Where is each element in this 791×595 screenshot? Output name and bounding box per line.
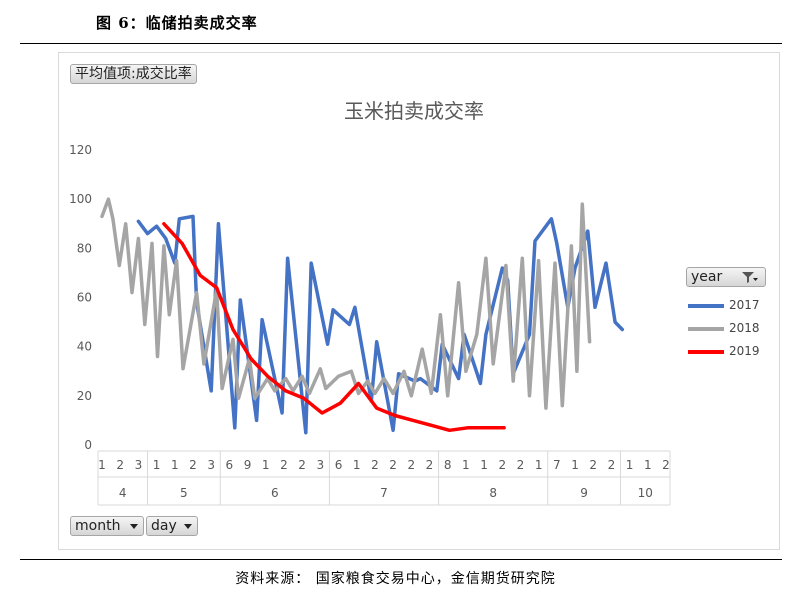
x-axis: 1 2 3 1 1 2 3 6 9 1 2 2 3 6 1 2 2 2 2 8 1 1 2 2 1 7 1 2 2 1 1 24 5 6 7 8 9 10 — [97, 450, 671, 506]
value-field-label: 平均值项:成交比率 — [75, 66, 192, 82]
series-lines — [100, 197, 625, 435]
x-tick-label: 2 — [498, 458, 506, 472]
month-label: 7 — [380, 486, 388, 500]
x-tick-label: 6 — [335, 458, 343, 472]
series-line-2019 — [162, 222, 506, 433]
x-tick-label: 1 — [535, 458, 543, 472]
top-rule — [20, 43, 782, 44]
month-label: 4 — [119, 486, 127, 500]
month-label: 8 — [489, 486, 497, 500]
month-label: 10 — [638, 486, 653, 500]
x-tick-label: 8 — [444, 458, 452, 472]
legend-label: 2017 — [729, 298, 760, 312]
x-tick-label: 1 — [571, 458, 579, 472]
x-tick-label: 2 — [116, 458, 124, 472]
figure-title: 图 6：临储拍卖成交率 — [96, 14, 258, 32]
y-tick-label: 120 — [69, 143, 92, 157]
x-tick-label: 2 — [389, 458, 397, 472]
month-field-button[interactable]: month — [70, 516, 144, 536]
legend-swatch — [688, 350, 724, 354]
x-tick-label: 2 — [298, 458, 306, 472]
filter-icon — [742, 272, 758, 283]
x-tick-label: 1 — [171, 458, 179, 472]
x-tick-label: 1 — [480, 458, 488, 472]
x-tick-label: 2 — [589, 458, 597, 472]
chart-title: 玉米拍卖成交率 — [344, 99, 484, 123]
x-tick-label: 1 — [153, 458, 161, 472]
x-tick-label: 2 — [662, 458, 670, 472]
legend-swatch — [688, 304, 724, 308]
series-line-2018 — [100, 197, 592, 410]
x-tick-label: 2 — [517, 458, 525, 472]
x-tick-label: 1 — [626, 458, 634, 472]
x-tick-label: 7 — [553, 458, 561, 472]
chevron-down-icon — [184, 524, 192, 529]
x-tick-label: 2 — [280, 458, 288, 472]
x-tick-label: 2 — [189, 458, 197, 472]
bottom-rule — [20, 559, 782, 560]
x-tick-label: 2 — [371, 458, 379, 472]
y-tick-label: 20 — [77, 389, 92, 403]
y-axis: 0 20 40 60 80 100 120 — [69, 143, 92, 452]
y-tick-label: 0 — [84, 438, 92, 452]
x-tick-label: 2 — [426, 458, 434, 472]
year-field-label: year — [691, 269, 723, 285]
x-tick-label: 1 — [353, 458, 361, 472]
y-tick-label: 100 — [69, 192, 92, 206]
x-tick-label: 3 — [207, 458, 215, 472]
month-label: 5 — [180, 486, 188, 500]
y-tick-label: 80 — [77, 241, 92, 255]
day-field-button[interactable]: day — [146, 516, 198, 536]
y-tick-label: 40 — [77, 340, 92, 354]
x-tick-label: 9 — [244, 458, 252, 472]
legend-swatch — [688, 327, 724, 331]
x-tick-label: 2 — [407, 458, 415, 472]
year-field-button[interactable]: year — [686, 267, 766, 287]
x-tick-label: 6 — [226, 458, 234, 472]
day-field-label: day — [151, 518, 177, 534]
x-tick-label: 3 — [135, 458, 143, 472]
month-label: 9 — [580, 486, 588, 500]
chevron-down-icon — [130, 524, 138, 529]
legend-label: 2019 — [729, 344, 760, 358]
y-tick-label: 60 — [77, 291, 92, 305]
series-line-2017 — [136, 214, 625, 435]
x-tick-label: 1 — [262, 458, 270, 472]
month-label: 6 — [271, 486, 279, 500]
x-tick-label: 1 — [462, 458, 470, 472]
x-tick-label: 3 — [317, 458, 325, 472]
x-tick-label: 1 — [98, 458, 106, 472]
x-tick-label: 1 — [644, 458, 652, 472]
x-tick-label: 2 — [608, 458, 616, 472]
value-field-button[interactable]: 平均值项:成交比率 — [70, 64, 197, 84]
legend-label: 2018 — [729, 321, 760, 335]
source-note: 资料来源： 国家粮食交易中心，金信期货研究院 — [235, 571, 556, 587]
month-field-label: month — [75, 518, 121, 534]
